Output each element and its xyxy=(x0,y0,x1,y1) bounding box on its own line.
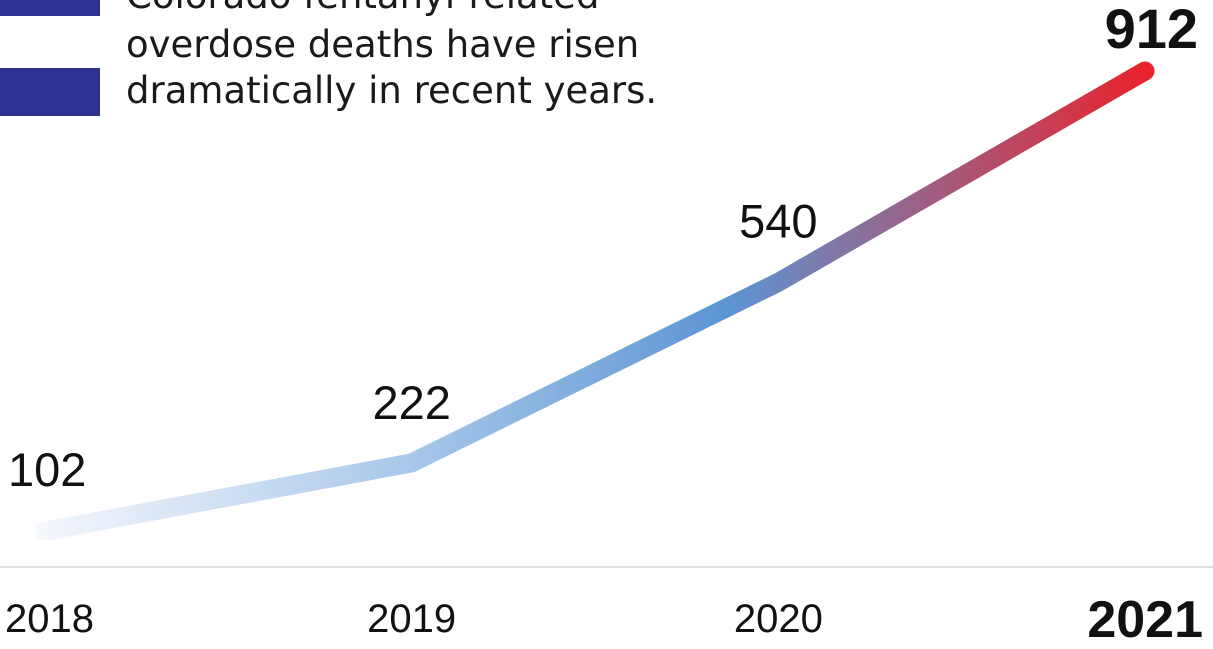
data-label-2019: 222 xyxy=(372,376,450,429)
caption-marker-top xyxy=(0,0,100,16)
caption-line-3: dramatically in recent years. xyxy=(126,69,657,112)
data-label-2020: 540 xyxy=(739,194,817,247)
series-line xyxy=(35,61,1155,541)
data-labels: 102 222 540 912 xyxy=(8,0,1198,496)
caption-line-1: Colorado fentanyl-related xyxy=(126,0,599,17)
x-tick-2021: 2021 xyxy=(1087,591,1203,649)
data-label-2021: 912 xyxy=(1105,0,1198,60)
x-tick-2018: 2018 xyxy=(5,597,94,641)
caption: Colorado fentanyl-related overdose death… xyxy=(0,0,657,116)
caption-marker-bottom xyxy=(0,68,100,116)
x-tick-2020: 2020 xyxy=(734,597,823,641)
x-tick-2019: 2019 xyxy=(367,597,456,641)
caption-line-2: overdose deaths have risen xyxy=(126,23,639,66)
data-label-2018: 102 xyxy=(8,443,86,496)
x-axis-ticks: 2018 2019 2020 2021 xyxy=(5,591,1203,649)
